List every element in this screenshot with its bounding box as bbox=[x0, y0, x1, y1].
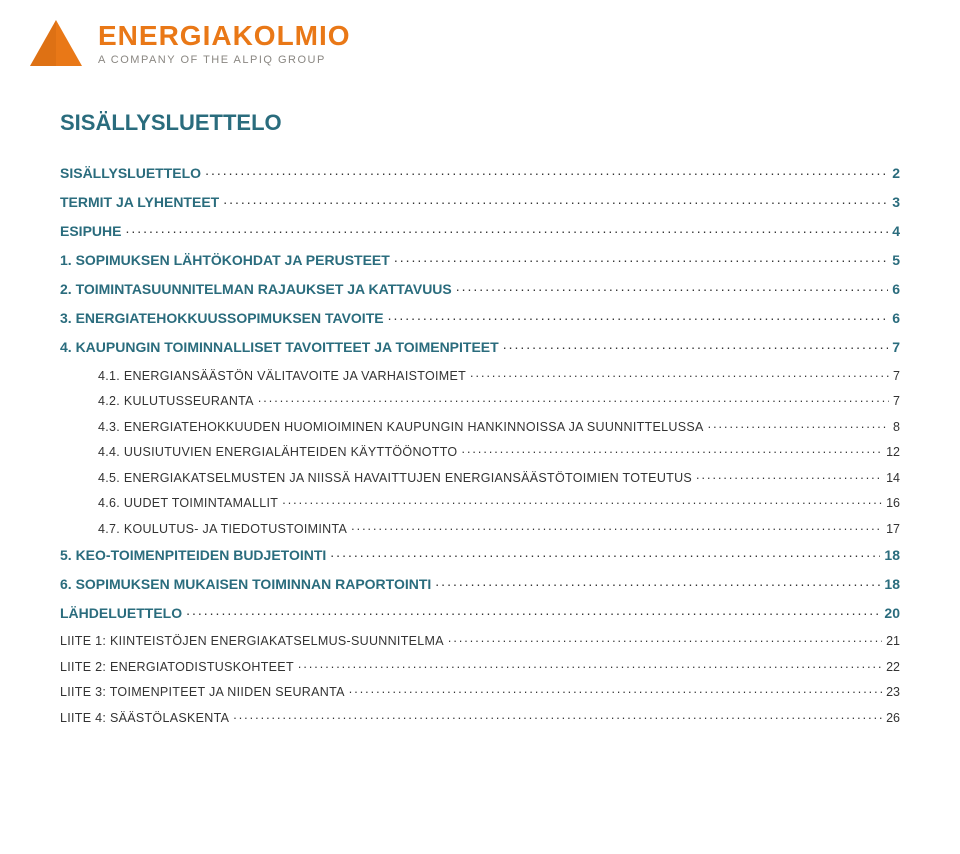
toc-page: 18 bbox=[884, 576, 900, 592]
toc-label: TERMIT JA LYHENTEET bbox=[60, 194, 219, 210]
toc-leader bbox=[223, 193, 888, 207]
toc-row: LIITE 4: SÄÄSTÖLASKENTA 26 bbox=[60, 709, 900, 725]
toc-row: 1. SOPIMUKSEN LÄHTÖKOHDAT JA PERUSTEET 5 bbox=[60, 251, 900, 268]
toc-row: 4.2. KULUTUSSEURANTA 7 bbox=[60, 393, 900, 409]
toc-page: 6 bbox=[892, 310, 900, 326]
toc-page: 7 bbox=[892, 339, 900, 355]
toc-page: 8 bbox=[893, 420, 900, 434]
toc-leader bbox=[708, 418, 889, 431]
toc-label: 4.6. UUDET TOIMINTAMALLIT bbox=[98, 496, 278, 510]
page-title: SISÄLLYSLUETTELO bbox=[60, 110, 900, 136]
toc-row: 4. KAUPUNGIN TOIMINNALLISET TAVOITTEET J… bbox=[60, 338, 900, 355]
toc-leader bbox=[696, 469, 882, 482]
brand-tagline: A COMPANY OF THE ALPIQ GROUP bbox=[98, 54, 351, 66]
toc-page: 6 bbox=[892, 281, 900, 297]
toc-label: LIITE 2: ENERGIATODISTUSKOHTEET bbox=[60, 660, 294, 674]
toc-leader bbox=[125, 222, 888, 236]
header: ENERGIAKOLMIO A COMPANY OF THE ALPIQ GRO… bbox=[0, 0, 960, 90]
toc-row: 5. KEO-TOIMENPITEIDEN BUDJETOINTI 18 bbox=[60, 546, 900, 563]
toc-row: LÄHDELUETTELO 20 bbox=[60, 604, 900, 621]
toc-row: 3. ENERGIATEHOKKUUSSOPIMUKSEN TAVOITE 6 bbox=[60, 309, 900, 326]
toc-row: TERMIT JA LYHENTEET 3 bbox=[60, 193, 900, 210]
toc-page: 20 bbox=[884, 605, 900, 621]
brand-name: ENERGIAKOLMIO bbox=[98, 20, 351, 52]
toc-leader bbox=[394, 251, 888, 265]
toc-label: SISÄLLYSLUETTELO bbox=[60, 165, 201, 181]
toc-row: 4.5. ENERGIAKATSELMUSTEN JA NIISSÄ HAVAI… bbox=[60, 469, 900, 485]
toc-row: 6. SOPIMUKSEN MUKAISEN TOIMINNAN RAPORTO… bbox=[60, 575, 900, 592]
toc-page: 17 bbox=[886, 522, 900, 536]
toc-page: 26 bbox=[886, 711, 900, 725]
toc-label: 4.4. UUSIUTUVIEN ENERGIALÄHTEIDEN KÄYTTÖ… bbox=[98, 445, 457, 459]
toc-page: 14 bbox=[886, 471, 900, 485]
toc-page: 21 bbox=[886, 634, 900, 648]
toc-row: SISÄLLYSLUETTELO 2 bbox=[60, 164, 900, 181]
toc-label: 4.5. ENERGIAKATSELMUSTEN JA NIISSÄ HAVAI… bbox=[98, 471, 692, 485]
toc-row: ESIPUHE 4 bbox=[60, 222, 900, 239]
toc-leader bbox=[470, 367, 889, 380]
toc-page: 18 bbox=[884, 547, 900, 563]
toc-leader bbox=[298, 658, 882, 671]
toc-label: 4.3. ENERGIATEHOKKUUDEN HUOMIOIMINEN KAU… bbox=[98, 420, 704, 434]
toc-label: 6. SOPIMUKSEN MUKAISEN TOIMINNAN RAPORTO… bbox=[60, 576, 431, 592]
toc-page: 7 bbox=[893, 394, 900, 408]
toc-leader bbox=[205, 164, 888, 178]
toc-label: 1. SOPIMUKSEN LÄHTÖKOHDAT JA PERUSTEET bbox=[60, 252, 390, 268]
toc-row: LIITE 2: ENERGIATODISTUSKOHTEET 22 bbox=[60, 658, 900, 674]
toc-leader bbox=[349, 684, 882, 697]
table-of-contents: SISÄLLYSLUETTELO 2 TERMIT JA LYHENTEET 3 ESI… bbox=[60, 164, 900, 725]
toc-label: 4.1. ENERGIANSÄÄSTÖN VÄLITAVOITE JA VARH… bbox=[98, 369, 466, 383]
content: SISÄLLYSLUETTELO SISÄLLYSLUETTELO 2 TERMIT… bbox=[0, 90, 960, 725]
toc-row: 4.4. UUSIUTUVIEN ENERGIALÄHTEIDEN KÄYTTÖ… bbox=[60, 444, 900, 460]
toc-leader bbox=[435, 575, 880, 589]
toc-label: ESIPUHE bbox=[60, 223, 121, 239]
toc-leader bbox=[233, 709, 882, 722]
toc-label: LIITE 1: KIINTEISTÖJEN ENERGIAKATSELMUS-… bbox=[60, 634, 444, 648]
toc-label: LÄHDELUETTELO bbox=[60, 605, 182, 621]
toc-page: 22 bbox=[886, 660, 900, 674]
toc-row: 4.7. KOULUTUS- JA TIEDOTUSTOIMINTA 17 bbox=[60, 520, 900, 536]
toc-label: 5. KEO-TOIMENPITEIDEN BUDJETOINTI bbox=[60, 547, 326, 563]
toc-label: LIITE 4: SÄÄSTÖLASKENTA bbox=[60, 711, 229, 725]
toc-page: 4 bbox=[892, 223, 900, 239]
toc-page: 5 bbox=[892, 252, 900, 268]
toc-leader bbox=[351, 520, 882, 533]
toc-label: 4.2. KULUTUSSEURANTA bbox=[98, 394, 254, 408]
toc-page: 16 bbox=[886, 496, 900, 510]
toc-label: 2. TOIMINTASUUNNITELMAN RAJAUKSET JA KAT… bbox=[60, 281, 452, 297]
toc-leader bbox=[503, 338, 889, 352]
toc-row: LIITE 3: TOIMENPITEET JA NIIDEN SEURANTA… bbox=[60, 684, 900, 700]
toc-row: 4.1. ENERGIANSÄÄSTÖN VÄLITAVOITE JA VARH… bbox=[60, 367, 900, 383]
toc-row: 4.3. ENERGIATEHOKKUUDEN HUOMIOIMINEN KAU… bbox=[60, 418, 900, 434]
toc-row: 4.6. UUDET TOIMINTAMALLIT 16 bbox=[60, 495, 900, 511]
toc-leader bbox=[456, 280, 888, 294]
toc-leader bbox=[448, 633, 882, 646]
logo-triangle-icon bbox=[28, 18, 84, 68]
toc-page: 3 bbox=[892, 194, 900, 210]
toc-label: 4. KAUPUNGIN TOIMINNALLISET TAVOITTEET J… bbox=[60, 339, 499, 355]
toc-row: 2. TOIMINTASUUNNITELMAN RAJAUKSET JA KAT… bbox=[60, 280, 900, 297]
toc-label: LIITE 3: TOIMENPITEET JA NIIDEN SEURANTA bbox=[60, 685, 345, 699]
toc-leader bbox=[330, 546, 880, 560]
toc-label: 4.7. KOULUTUS- JA TIEDOTUSTOIMINTA bbox=[98, 522, 347, 536]
toc-leader bbox=[388, 309, 889, 323]
toc-leader bbox=[186, 604, 880, 618]
toc-page: 2 bbox=[892, 165, 900, 181]
toc-row: LIITE 1: KIINTEISTÖJEN ENERGIAKATSELMUS-… bbox=[60, 633, 900, 649]
toc-page: 7 bbox=[893, 369, 900, 383]
toc-leader bbox=[282, 495, 882, 508]
brand-block: ENERGIAKOLMIO A COMPANY OF THE ALPIQ GRO… bbox=[98, 20, 351, 66]
toc-page: 23 bbox=[886, 685, 900, 699]
toc-page: 12 bbox=[886, 445, 900, 459]
toc-leader bbox=[461, 444, 882, 457]
toc-leader bbox=[258, 393, 889, 406]
toc-label: 3. ENERGIATEHOKKUUSSOPIMUKSEN TAVOITE bbox=[60, 310, 384, 326]
